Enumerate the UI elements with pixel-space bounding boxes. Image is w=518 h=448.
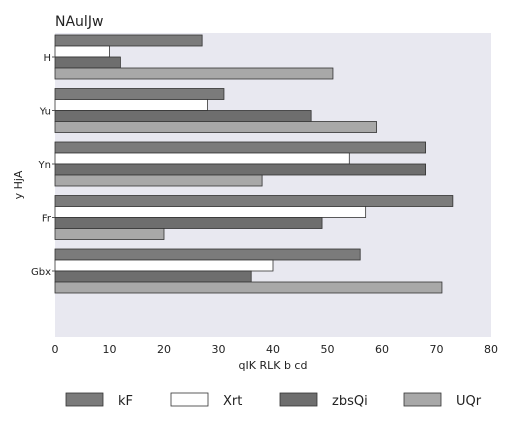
bar-yn-kf: [54, 141, 427, 154]
y-tick-label: H: [43, 53, 51, 64]
bars-group: [54, 34, 454, 294]
x-tick-label: 70: [430, 343, 444, 356]
y-axis-label: y HjA: [12, 170, 25, 199]
x-tick-label: 10: [103, 343, 117, 356]
x-tick-label: 20: [157, 343, 171, 356]
y-tick-label: Yu: [39, 107, 51, 118]
bar-yn-zbsqi: [54, 163, 427, 176]
legend-swatch-xrt: [170, 392, 209, 407]
bar-gbx-zbsqi: [54, 270, 252, 283]
x-tick-label: 0: [52, 343, 59, 356]
legend-label-xrt: Xrt: [223, 394, 242, 409]
bar-yu-zbsqi: [54, 110, 312, 122]
bar-fr-kf: [54, 195, 454, 207]
y-tick-label: Gbx: [31, 267, 51, 278]
bar-fr-xrt: [54, 206, 367, 218]
bar-fr-zbsqi: [54, 217, 323, 229]
y-tick-label: Yn: [38, 160, 51, 171]
bar-h-xrt: [54, 45, 110, 58]
chart-title: NAulJw: [55, 14, 103, 30]
bar-h-uqr: [54, 67, 334, 80]
legend: kF Xrt zbsQi UQr: [65, 392, 482, 409]
bar-yn-xrt: [54, 152, 350, 165]
bar-yu-xrt: [54, 99, 209, 111]
bar-h-zbsqi: [54, 56, 121, 69]
legend-swatch-kf: [65, 392, 104, 407]
legend-label-kf: kF: [118, 394, 133, 409]
bar-yn-uqr: [54, 174, 263, 187]
x-tick-label: 40: [266, 343, 280, 356]
bar-h-kf: [54, 34, 203, 47]
bar-gbx-xrt: [54, 259, 274, 272]
bar-fr-uqr: [54, 228, 165, 240]
bar-gbx-uqr: [54, 281, 443, 294]
x-axis-label: qIK RLK b cd: [239, 359, 308, 372]
bar-gbx-kf: [54, 248, 361, 261]
legend-swatch-zbsqi: [279, 392, 318, 407]
x-tick-label: 80: [484, 343, 498, 356]
legend-swatch-uqr: [403, 392, 442, 407]
x-tick-label: 50: [321, 343, 335, 356]
bar-yu-uqr: [54, 121, 377, 133]
legend-label-zbsqi: zbsQi: [332, 394, 368, 409]
legend-label-uqr: UQr: [456, 394, 482, 409]
y-tick-labels: H Yu Yn Fr Gbx: [31, 53, 55, 278]
bar-yu-kf: [54, 88, 225, 100]
y-tick-label: Fr: [42, 214, 52, 225]
x-tick-label: 60: [375, 343, 389, 356]
x-tick-label: 30: [212, 343, 226, 356]
x-tick-labels: 0 10 20 30 40 50 60 70 80: [52, 343, 499, 356]
